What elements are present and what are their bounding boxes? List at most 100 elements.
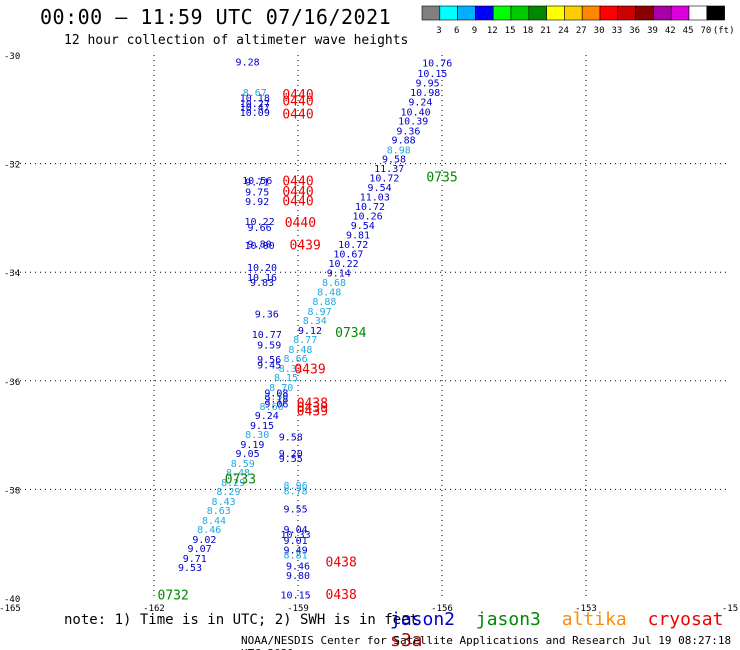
wave-height-value: 9.58	[382, 155, 406, 166]
x-tick-label: -162	[143, 604, 165, 614]
wave-height-value: 9.53	[178, 563, 202, 574]
wave-height-value: 10.72	[355, 202, 385, 213]
x-tick-label: -159	[287, 604, 309, 614]
wave-height-value: 10.18	[240, 93, 270, 104]
wave-height-value: 9.95	[416, 79, 440, 90]
color-scale-label: 21	[540, 26, 551, 36]
pass-time-label: 0732	[158, 589, 189, 604]
pass-time-label: 0440	[282, 108, 313, 123]
color-scale-label: 39	[647, 26, 658, 36]
wave-height-value: 9.04	[284, 525, 308, 536]
wave-height-value: 9.28	[236, 58, 260, 69]
color-scale-label: 3	[436, 26, 441, 36]
wave-height-value: 9.01	[284, 536, 308, 547]
color-scale-bar: 3 6 9 12 15 18 21 24 27 30 33 36 39 42 45 70 (ft)	[421, 5, 735, 36]
wave-height-value: 9.81	[346, 231, 370, 242]
wave-height-value: 9.71	[245, 178, 269, 189]
pass-time-label: 0440	[282, 95, 313, 110]
chart-subtitle: 12 hour collection of altimeter wave hei…	[64, 33, 409, 48]
color-scale-label: 18	[522, 26, 533, 36]
color-scale-label: (ft)	[713, 26, 735, 36]
wave-height-value: 8.43	[212, 497, 236, 508]
y-tick-label: -38	[4, 486, 20, 496]
units-note: note: 1) Time is in UTC; 2) SWH is in fe…	[64, 612, 419, 628]
wave-height-value: 10.40	[401, 107, 431, 118]
color-scale-label: 30	[594, 26, 605, 36]
wave-height-value: 9.55	[279, 454, 303, 465]
wave-height-value: 10.26	[353, 212, 383, 223]
wave-height-value: 9.49	[284, 546, 308, 557]
pass-time-label: 0438	[326, 556, 357, 571]
wave-height-value: 10.56	[242, 176, 272, 187]
wave-height-value: 9.06	[264, 400, 288, 411]
wave-height-value: 9.05	[236, 449, 260, 460]
x-tick-label: -165	[0, 604, 21, 614]
legend-cryosat: cryosat	[647, 609, 724, 630]
wave-height-value: 10.22	[245, 217, 275, 228]
x-tick-label: -15	[722, 604, 738, 614]
wave-height-value: 11.03	[360, 193, 390, 204]
wave-height-value: 9.24	[255, 411, 279, 422]
y-tick-label: -32	[4, 161, 20, 171]
wave-height-value: 9.54	[368, 183, 392, 194]
wave-height-value: 10.98	[410, 88, 440, 99]
wave-height-value: 8.97	[308, 307, 332, 318]
wave-height-value: 8.34	[303, 316, 327, 327]
color-scale-label: 15	[505, 26, 516, 36]
wave-height-value: 10.15	[281, 591, 311, 602]
pass-time-label: 0439	[297, 401, 328, 416]
wave-height-value: 8.48	[317, 288, 341, 299]
wave-height-value: 9.36	[255, 309, 279, 320]
color-scale-label: 33	[611, 26, 622, 36]
color-scale-label: 6	[454, 26, 459, 36]
wave-height-value: 9.08	[264, 389, 288, 400]
y-tick-label: -30	[4, 52, 20, 62]
wave-height-value: 10.39	[398, 117, 428, 128]
wave-height-value: 11.37	[374, 164, 404, 175]
wave-height-value: 9.18	[264, 395, 288, 406]
wave-height-value: 8.50	[264, 392, 288, 403]
wave-height-value: 8.96	[284, 481, 308, 492]
wave-height-value: 9.24	[408, 98, 432, 109]
wave-height-value: 9.75	[245, 187, 269, 198]
wave-height-value: 9.14	[327, 269, 351, 280]
wave-height-value: 9.46	[286, 561, 310, 572]
pass-time-label: 0438	[297, 397, 328, 412]
wave-height-value: 10.00	[245, 241, 275, 252]
wave-height-value: 9.92	[245, 197, 269, 208]
pass-time-label: 0440	[282, 174, 313, 189]
wave-height-value: 10.27	[240, 99, 270, 110]
wave-height-value: 8.67	[243, 88, 267, 99]
wave-height-value: 9.88	[392, 136, 416, 147]
wave-height-value: 8.77	[293, 335, 317, 346]
wave-height-value: 8.78	[284, 486, 308, 497]
wave-height-value: 8.68	[322, 278, 346, 289]
color-scale-label: 24	[558, 26, 569, 36]
y-tick-label: -34	[4, 269, 20, 279]
wave-height-value: 10.16	[247, 273, 277, 284]
wave-height-value: 9.66	[248, 223, 272, 234]
wave-height-value: 8.48	[288, 345, 312, 356]
wave-height-value: 10.33	[281, 530, 311, 541]
wave-height-value: 9.54	[351, 221, 375, 232]
wave-height-value: 8.15	[274, 373, 298, 384]
wave-height-value: 10.20	[247, 263, 277, 274]
pass-time-label: 0735	[426, 171, 457, 186]
wave-height-value: 8.31	[279, 364, 303, 375]
wave-height-value: 10.72	[369, 174, 399, 185]
wave-height-value: 8.46	[197, 525, 221, 536]
y-tick-label: -40	[4, 595, 20, 605]
y-tick-label: -36	[4, 378, 20, 388]
wave-height-value: 8.98	[387, 145, 411, 156]
pass-time-label: 0439	[297, 405, 328, 420]
pass-time-label: 0440	[282, 88, 313, 103]
wave-height-value: 10.76	[422, 59, 452, 70]
pass-time-label: 0440	[285, 216, 316, 231]
wave-height-value: 9.55	[284, 504, 308, 515]
chart-title: 00:00 – 11:59 UTC 07/16/2021	[40, 5, 392, 29]
wave-height-value: 9.56	[257, 355, 281, 366]
wave-height-value: 10.22	[329, 259, 359, 270]
pass-time-label: 0733	[225, 473, 256, 488]
